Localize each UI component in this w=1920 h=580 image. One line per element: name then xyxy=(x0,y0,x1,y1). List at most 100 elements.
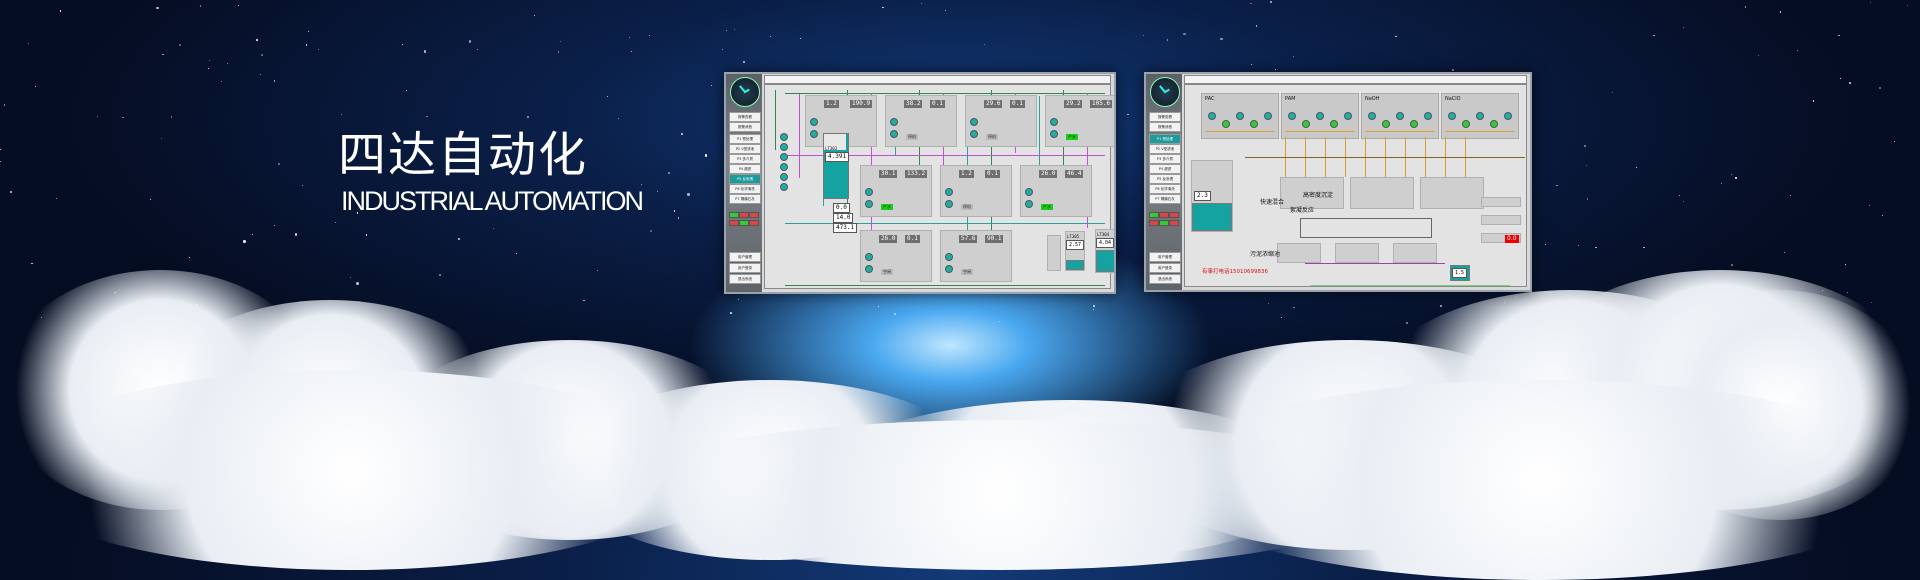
unit-state: 停机 xyxy=(961,204,973,210)
star xyxy=(207,67,209,69)
sidebar-button[interactable]: 报警查看 xyxy=(729,112,761,122)
star xyxy=(534,15,536,17)
pump-icon xyxy=(780,163,788,171)
unit-state: 产水 xyxy=(1041,204,1053,210)
sidebar-bottom-button[interactable]: 用户登录 xyxy=(729,263,761,273)
ft-value: 0.1 xyxy=(985,170,1000,178)
sidebar-button[interactable]: P2 V型滤池 xyxy=(729,144,761,154)
star xyxy=(259,73,262,76)
sidebar-button[interactable]: P4 超滤 xyxy=(1149,164,1181,174)
star xyxy=(473,159,475,161)
star xyxy=(1653,35,1655,37)
star xyxy=(733,28,736,31)
star xyxy=(657,191,658,192)
sidebar-bottom-button[interactable]: 用户登录 xyxy=(1149,263,1181,273)
tank-value: 4.04 xyxy=(1096,238,1114,248)
unit-state: 产水 xyxy=(1066,134,1078,140)
star xyxy=(737,298,739,300)
cloud xyxy=(0,370,700,570)
tank-tag: LT304 xyxy=(1097,232,1110,237)
star xyxy=(1220,37,1223,41)
pipe xyxy=(775,90,776,150)
pump-icon xyxy=(1344,112,1352,120)
tank-value: 2.57 xyxy=(1066,240,1085,250)
pipe xyxy=(1366,131,1434,132)
alarm-indicators xyxy=(729,220,759,226)
star xyxy=(1406,322,1408,325)
star xyxy=(1270,1,1273,3)
sidebar-button[interactable]: P7 隔膜石灰 xyxy=(1149,194,1181,204)
star xyxy=(1142,34,1144,36)
pipe xyxy=(1245,157,1525,158)
pump-icon xyxy=(1250,120,1258,128)
sidebar-button[interactable]: P4 超滤 xyxy=(729,164,761,174)
pump-icon xyxy=(865,265,873,273)
sidebar-button[interactable]: 报警查看 xyxy=(1149,112,1181,122)
sidebar-bottom-button[interactable]: 用户管理 xyxy=(729,252,761,262)
sidebar-button[interactable]: P3 多介质 xyxy=(729,154,761,164)
schematic-area: PAC PAM NaOH NaClO 2.3 快速混合 高密度沉淀 絮凝反应 污泥浓缩池 有事打电… xyxy=(1184,84,1527,287)
sidebar-bottom-button[interactable]: 退出系统 xyxy=(1149,274,1181,284)
pump-icon xyxy=(1025,188,1033,196)
sidebar-button[interactable]: P5 反渗透 xyxy=(729,174,761,184)
star xyxy=(305,44,308,46)
star xyxy=(161,138,163,140)
sidebar-bottom-button[interactable]: 用户管理 xyxy=(1149,252,1181,262)
sidebar-button[interactable]: P1 预处理 xyxy=(1149,134,1181,144)
star xyxy=(1779,11,1782,13)
pump-icon xyxy=(1396,112,1404,120)
label-hd: 高密度沉淀 xyxy=(1303,192,1334,199)
unit-state: 产水 xyxy=(881,204,893,210)
dosing-group-label: PAM xyxy=(1285,96,1296,102)
star xyxy=(426,115,428,118)
star xyxy=(199,5,202,7)
pump-icon xyxy=(780,153,788,161)
unit-state: 停机 xyxy=(906,134,918,140)
star xyxy=(1907,4,1909,6)
star xyxy=(649,34,651,36)
pump-icon xyxy=(945,253,953,261)
sidebar-bottom-button[interactable]: 退出系统 xyxy=(729,274,761,284)
star xyxy=(1838,34,1840,36)
star xyxy=(1813,100,1815,102)
sidebar-button[interactable]: P7 隔膜石灰 xyxy=(729,194,761,204)
star xyxy=(1183,32,1186,36)
star xyxy=(1556,185,1558,187)
press-filter xyxy=(1481,215,1521,225)
star xyxy=(162,53,164,56)
star xyxy=(405,89,407,91)
star xyxy=(260,54,263,56)
pump-icon xyxy=(780,133,788,141)
pipe xyxy=(1305,263,1445,264)
star xyxy=(1721,182,1723,184)
star xyxy=(59,9,62,12)
dosing-group-pam: PAM xyxy=(1281,93,1359,139)
star xyxy=(1292,306,1295,309)
ct-value: 29.6 xyxy=(984,100,1003,108)
star xyxy=(256,39,258,41)
star xyxy=(1268,303,1270,305)
readout: 473.1 xyxy=(833,223,858,233)
sidebar-button[interactable]: P3 多介质 xyxy=(1149,154,1181,164)
sidebar-button[interactable]: 报警消音 xyxy=(729,122,761,132)
star xyxy=(149,198,151,201)
star xyxy=(618,117,619,119)
star xyxy=(1439,305,1442,307)
star xyxy=(1250,64,1253,66)
sidebar-button[interactable]: P2 V型滤池 xyxy=(1149,144,1181,154)
star xyxy=(389,204,390,206)
sidebar-button[interactable]: P1 预处理 xyxy=(729,134,761,144)
sidebar-button[interactable]: P6 化学清洗 xyxy=(1149,184,1181,194)
star xyxy=(1735,177,1737,179)
pump-icon xyxy=(1302,120,1310,128)
label-floc: 絮凝反应 xyxy=(1290,207,1315,214)
ft-value: 90.1 xyxy=(985,235,1004,243)
star xyxy=(361,138,363,141)
sidebar-button[interactable]: P6 化学清洗 xyxy=(729,184,761,194)
sidebar-button[interactable]: P5 反渗透 xyxy=(1149,174,1181,184)
pipe xyxy=(799,93,800,178)
sidebar-button[interactable]: 报警消音 xyxy=(1149,122,1181,132)
tank-tag: LT305 xyxy=(1067,234,1080,239)
star xyxy=(1849,82,1851,84)
pump-icon xyxy=(1222,120,1230,128)
